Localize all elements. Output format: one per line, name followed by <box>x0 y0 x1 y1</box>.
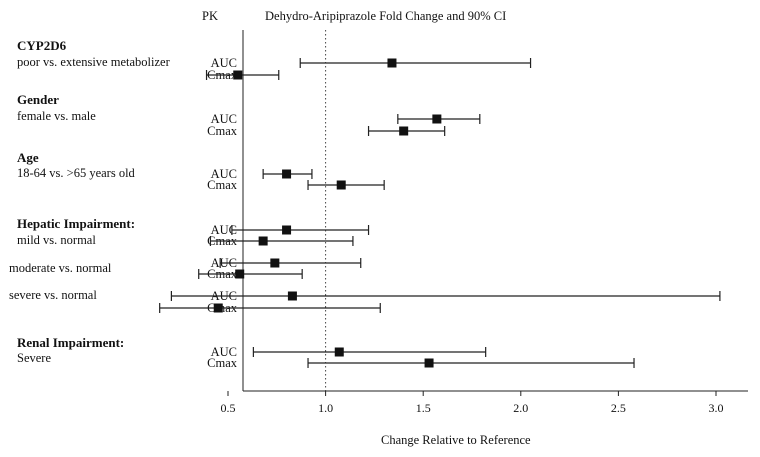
subgroup-label-hepatic-mild: mild vs. normal <box>17 233 96 247</box>
point-estimate-marker <box>399 126 409 136</box>
x-axis-label: Change Relative to Reference <box>381 433 531 447</box>
subgroup-label-renal: Severe <box>17 351 51 365</box>
point-estimate-marker <box>334 347 344 357</box>
pk-column-header: PK <box>202 9 218 23</box>
pk-label-auc: AUC <box>211 167 237 181</box>
point-estimate-marker <box>432 114 442 124</box>
group-title-age: Age <box>17 150 39 165</box>
point-estimate-marker <box>270 258 280 268</box>
pk-label-auc: AUC <box>211 345 237 359</box>
forest-rows: AUCCmaxAUCCmaxAUCCmaxAUCCmaxAUCCmaxAUCCm… <box>159 56 721 370</box>
subgroup-label-hepatic-moderate: moderate vs. normal <box>9 261 112 275</box>
pk-label-cmax: Cmax <box>207 178 238 192</box>
x-tick-label: 2.0 <box>513 401 528 415</box>
chart-title: Dehydro-Aripiprazole Fold Change and 90%… <box>265 9 506 23</box>
point-estimate-marker <box>213 303 223 313</box>
x-tick-label: 1.0 <box>318 401 333 415</box>
x-tick-label: 3.0 <box>709 401 724 415</box>
point-estimate-marker <box>424 358 434 368</box>
point-estimate-marker <box>336 180 346 190</box>
point-estimate-marker <box>387 58 397 68</box>
point-estimate-marker <box>282 169 292 179</box>
subgroup-label-hepatic-severe: severe vs. normal <box>9 288 97 302</box>
point-estimate-marker <box>235 269 245 279</box>
subgroup-label-gender: female vs. male <box>17 109 96 123</box>
x-tick-label: 0.5 <box>221 401 236 415</box>
pk-label-auc: AUC <box>211 56 237 70</box>
x-tick-label: 2.5 <box>611 401 626 415</box>
group-title-hepatic: Hepatic Impairment: <box>17 216 135 231</box>
x-tick-label: 1.5 <box>416 401 431 415</box>
group-title-cyp2d6: CYP2D6 <box>17 38 67 53</box>
group-title-gender: Gender <box>17 92 59 107</box>
pk-label-auc: AUC <box>211 223 237 237</box>
pk-label-cmax: Cmax <box>207 356 238 370</box>
point-estimate-marker <box>233 70 243 80</box>
group-title-renal: Renal Impairment: <box>17 335 124 350</box>
subgroup-label-age: 18-64 vs. >65 years old <box>17 166 136 180</box>
subgroup-label-cyp2d6: poor vs. extensive metabolizer <box>17 55 171 69</box>
point-estimate-marker <box>282 225 292 235</box>
point-estimate-marker <box>287 291 297 301</box>
x-axis-ticks: 0.5 1.0 1.5 2.0 2.5 3.0 <box>221 391 724 415</box>
point-estimate-marker <box>258 236 268 246</box>
pk-label-auc: AUC <box>211 112 237 126</box>
pk-label-cmax: Cmax <box>207 124 238 138</box>
